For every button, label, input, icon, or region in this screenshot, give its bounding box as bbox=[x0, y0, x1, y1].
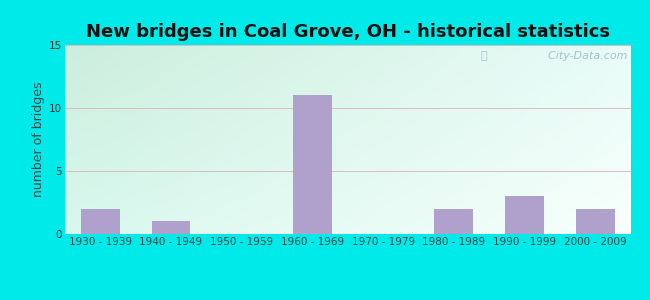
Bar bbox=[151, 221, 190, 234]
Bar bbox=[81, 209, 120, 234]
Text: ⓘ: ⓘ bbox=[480, 51, 488, 61]
Title: New bridges in Coal Grove, OH - historical statistics: New bridges in Coal Grove, OH - historic… bbox=[86, 23, 610, 41]
Bar bbox=[576, 209, 615, 234]
Bar bbox=[293, 95, 332, 234]
Bar bbox=[434, 209, 473, 234]
Text: City-Data.com: City-Data.com bbox=[541, 51, 628, 61]
Bar bbox=[505, 196, 544, 234]
Y-axis label: number of bridges: number of bridges bbox=[32, 82, 45, 197]
